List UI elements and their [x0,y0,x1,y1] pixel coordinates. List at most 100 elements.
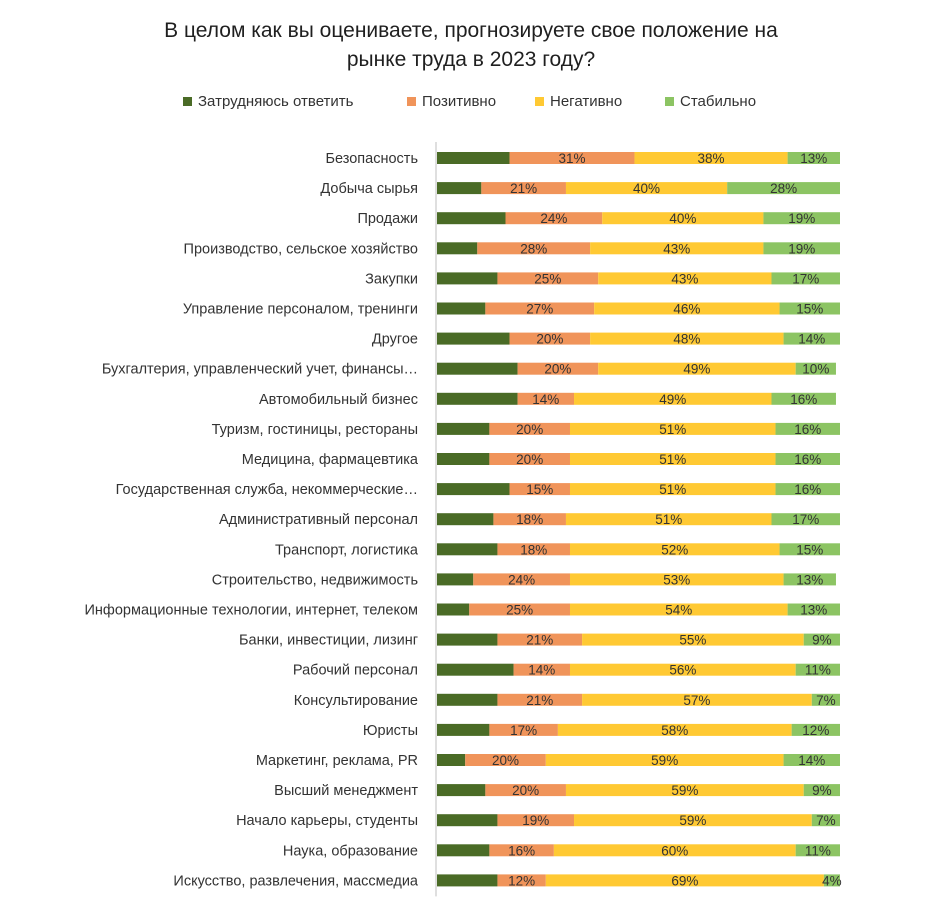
bar-segment-позитивно [489,422,570,435]
bar-row-11: 20% 51% 16% [437,452,840,467]
bar-segment-стабильно [727,182,840,195]
legend-item-1: Затрудняюсь ответить [183,93,354,110]
bar-segment-затрудняюсь-ответить [437,874,498,887]
bar-segment-стабильно [783,754,840,766]
bar-segment-затрудняюсь-ответить [437,663,514,676]
data-label: 16% [794,422,821,437]
data-label: 17% [510,723,537,738]
bar-segment-позитивно [485,302,595,315]
data-label: 28% [770,181,797,196]
data-label: 51% [659,422,686,437]
bar-row-16: 25% 54% 13% [437,603,840,618]
bar-segment-стабильно [783,332,840,345]
bar-segment-негативно [574,814,812,827]
bar-segment-позитивно [481,182,566,195]
category-labels: Безопасность Добыча сырья Продажи Производс… [85,151,419,889]
data-label: 17% [792,512,819,527]
bar-segment-затрудняюсь-ответить [437,844,490,857]
data-label: 18% [520,542,547,557]
bar-row-25: 12% 69% 4% [437,873,842,888]
data-label: 49% [659,392,686,407]
legend-label: Негативно [550,93,622,110]
data-label: 24% [508,572,535,587]
bar-segment-негативно [569,543,780,556]
data-label: 25% [534,271,561,286]
legend-swatch [535,97,544,106]
data-label: 18% [516,512,543,527]
legend-item-4: Стабильно [665,93,756,110]
data-label: 21% [526,633,553,648]
data-label: 13% [796,572,823,587]
category-label: Бухгалтерия, управленческий учет, финанс… [102,362,418,378]
bar-segment-затрудняюсь-ответить [437,332,510,345]
legend-item-3: Негативно [535,93,622,110]
data-label: 53% [663,572,690,587]
data-label: 55% [679,633,706,648]
category-label: Строительство, недвижимость [212,572,418,588]
category-label: Другое [372,332,418,348]
bar-segment-позитивно [489,844,554,857]
data-label: 20% [512,783,539,798]
data-label: 21% [510,181,537,196]
bar-row-23: 19% 59% 7% [437,813,840,828]
bar-row-14: 18% 52% 15% [437,542,840,557]
data-label: 7% [816,693,836,708]
data-label: 20% [492,753,519,768]
bar-row-17: 21% 55% 9% [437,633,840,648]
data-label: 28% [520,241,547,256]
bar-segment-затрудняюсь-ответить [437,152,510,164]
category-label: Административный персонал [219,512,418,528]
category-label: Туризм, гостиницы, рестораны [212,422,418,438]
bar-segment-затрудняюсь-ответить [437,453,490,465]
bar-segment-негативно [594,302,780,315]
bar-segment-негативно [569,422,776,435]
data-label: 12% [508,873,535,888]
bar-segment-затрудняюсь-ответить [437,784,486,797]
category-label: Безопасность [326,151,419,167]
bar-segment-затрудняюсь-ответить [437,633,498,646]
bar-segment-стабильно [775,483,840,496]
chart-title: В целом как вы оцениваете, прогнозируете… [164,19,778,71]
bar-segment-негативно [598,362,796,375]
bar-segment-стабильно [771,392,836,405]
bar-segment-негативно [590,332,784,345]
bar-segment-позитивно [489,453,570,465]
bar-segment-позитивно [509,152,635,164]
legend-label: Позитивно [422,93,496,110]
data-label: 11% [805,663,831,678]
category-label: Закупки [365,271,418,287]
data-label: 69% [671,873,698,888]
bar-segment-стабильно [783,573,836,586]
bar-row-9: 14% 49% 16% [437,392,836,407]
bar-segment-стабильно [763,242,840,255]
data-label: 17% [792,271,819,286]
bar-row-19: 21% 57% 7% [437,693,840,708]
category-label: Транспорт, логистика [275,542,419,558]
category-label: Банки, инвестиции, лизинг [239,633,418,649]
data-label: 16% [794,452,821,467]
bar-segment-стабильно [795,362,836,375]
bar-row-15: 24% 53% 13% [437,572,836,587]
bar-segment-затрудняюсь-ответить [437,302,486,315]
legend-swatch [407,97,416,106]
category-label: Медицина, фармацевтика [242,452,419,468]
chart-title-line-1: В целом как вы оцениваете, прогнозируете… [164,19,778,42]
legend-swatch [183,97,192,106]
bar-segment-затрудняюсь-ответить [437,483,510,496]
bar-segment-позитивно [497,814,575,827]
bar-row-10: 20% 51% 16% [437,422,840,437]
category-label: Продажи [357,211,418,227]
data-label: 15% [796,542,823,557]
bar-segment-затрудняюсь-ответить [437,212,506,225]
bar-segment-позитивно [509,483,570,496]
bar-segment-позитивно [473,573,570,586]
bar-segment-позитивно [505,212,603,225]
data-label: 9% [812,633,832,648]
bar-segment-негативно [569,483,776,496]
bar-segment-негативно [565,513,772,526]
chart-title-line-2: рынке труда в 2023 году? [347,48,595,71]
bar-segment-негативно [565,784,804,797]
legend-item-2: Позитивно [407,93,496,110]
bar-segment-затрудняюсь-ответить [437,723,490,736]
data-label: 49% [683,362,710,377]
